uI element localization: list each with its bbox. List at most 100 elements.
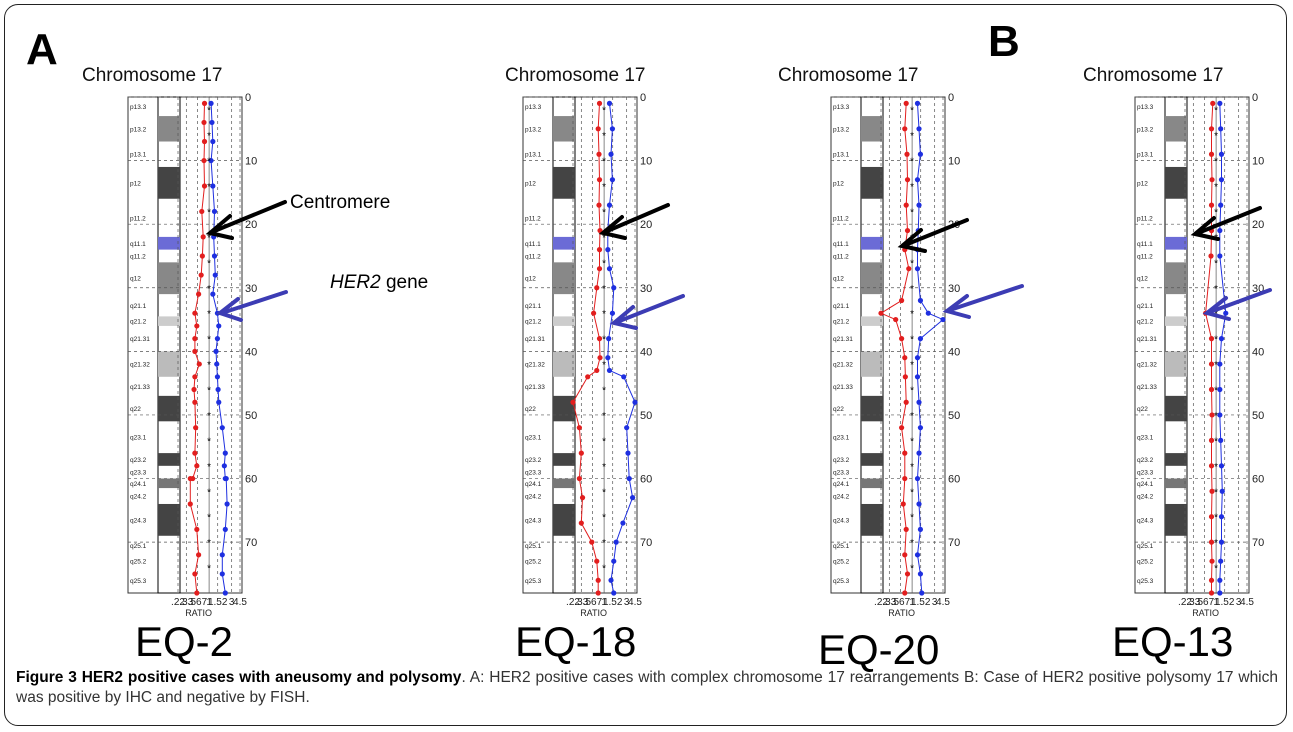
loss-data-point	[596, 100, 603, 106]
gain-data-point	[216, 399, 222, 405]
gain-data-point	[609, 177, 616, 183]
band-label: p11.2	[525, 215, 541, 222]
center-marker: *	[602, 182, 606, 193]
chromosome-title: Chromosome 17	[1083, 65, 1224, 86]
gain-data-point	[1218, 558, 1224, 564]
x-tick-label: 4.5	[233, 597, 247, 608]
gain-data-point	[624, 425, 630, 431]
center-marker: *	[1214, 564, 1218, 575]
center-marker: *	[207, 335, 211, 346]
ideogram-band	[553, 453, 575, 466]
gain-data-point	[214, 374, 221, 380]
loss-data-point	[902, 126, 908, 132]
gain-data-point	[606, 367, 613, 374]
loss-data-point	[192, 399, 198, 405]
center-marker: *	[910, 309, 914, 320]
loss-data-point	[902, 374, 908, 380]
band-label: q11.2	[833, 253, 849, 260]
loss-data-point	[595, 126, 601, 132]
x-tick-label: .22	[1178, 597, 1192, 608]
ideogram-band	[861, 395, 883, 422]
loss-data-point	[1208, 151, 1215, 157]
x-tick-label: .33	[882, 597, 896, 608]
band-label: q24.2	[525, 494, 542, 501]
band-label: q11.1	[525, 241, 541, 248]
loss-data-point	[1209, 488, 1215, 494]
band-label: q23.3	[525, 470, 542, 477]
ideogram-band	[553, 236, 575, 250]
gain-data-point	[1217, 361, 1223, 367]
gain-data-point	[222, 450, 228, 456]
band-label: q11.1	[833, 241, 849, 248]
gain-data-point	[620, 520, 626, 526]
band-label: q22	[525, 406, 536, 413]
loss-series-line	[572, 103, 601, 593]
gain-data-point	[223, 475, 229, 482]
band-label: q25.3	[833, 578, 850, 585]
gain-data-point	[219, 552, 225, 558]
band-label: p12	[1137, 180, 1148, 187]
loss-data-point	[899, 425, 905, 431]
center-marker: *	[1214, 106, 1218, 117]
loss-data-point	[192, 336, 198, 342]
gain-data-point	[917, 571, 924, 577]
gain-series-line	[1219, 103, 1227, 593]
center-marker: *	[1214, 538, 1218, 549]
figure-frame	[4, 4, 1287, 726]
panel-eq-18: Chromosome 17 p13.3 p13.2 p13.1 p12 p11.2 q11…	[455, 0, 655, 690]
loss-data-point	[194, 323, 200, 329]
center-marker: *	[910, 436, 914, 447]
loss-data-point	[594, 367, 600, 374]
gain-data-point	[219, 571, 225, 577]
gain-data-point	[1217, 253, 1223, 259]
loss-data-point	[198, 272, 204, 278]
gain-data-point	[917, 526, 924, 533]
ideogram-band	[861, 503, 883, 536]
gain-data-point	[914, 475, 921, 482]
center-marker: *	[602, 131, 606, 142]
loss-data-point	[192, 450, 198, 456]
band-label: q21.2	[1137, 319, 1154, 326]
center-marker: *	[207, 207, 211, 218]
band-label: p13.1	[525, 152, 542, 159]
caption-body: . A: HER2 positive cases with complex ch…	[16, 669, 1278, 706]
band-label: q25.2	[130, 559, 147, 566]
ideogram-band	[861, 478, 883, 489]
gain-data-point	[1217, 577, 1223, 583]
ideogram-band	[158, 116, 180, 142]
gain-data-point	[1218, 202, 1224, 208]
x-tick-label: .33	[574, 597, 588, 608]
band-label: p12	[525, 180, 536, 187]
center-marker: *	[602, 360, 606, 371]
loss-data-point	[902, 450, 908, 456]
band-label: q21.1	[525, 303, 542, 310]
loss-data-point	[596, 202, 602, 208]
ideogram-band	[158, 236, 180, 250]
gain-data-point	[916, 126, 922, 132]
center-marker: *	[910, 360, 914, 371]
loss-data-point	[201, 100, 208, 106]
x-tick-label: .22	[566, 597, 580, 608]
band-label: q21.33	[525, 384, 545, 391]
y-tick-label: 70	[245, 537, 257, 549]
ideogram-band	[1165, 351, 1187, 377]
gain-data-point	[211, 234, 217, 240]
gain-data-point	[917, 425, 924, 431]
gain-data-point	[629, 495, 636, 501]
center-marker: *	[910, 258, 914, 269]
ideogram-band	[158, 316, 180, 326]
x-tick-label: 1.52	[208, 597, 228, 608]
loss-data-point	[902, 475, 908, 482]
center-marker: *	[910, 157, 914, 168]
x-axis-label: RATIO	[580, 608, 607, 618]
band-label: q24.1	[833, 481, 850, 488]
ideogram-band	[861, 116, 883, 142]
center-marker: *	[602, 538, 606, 549]
ideogram-band	[1165, 236, 1187, 250]
plot-frame	[830, 96, 946, 594]
gain-data-point	[917, 297, 924, 304]
x-tick-label: 1	[1213, 597, 1219, 608]
band-label: q23.3	[130, 470, 147, 477]
band-label: q24.2	[833, 494, 850, 501]
center-marker: *	[1214, 462, 1218, 473]
